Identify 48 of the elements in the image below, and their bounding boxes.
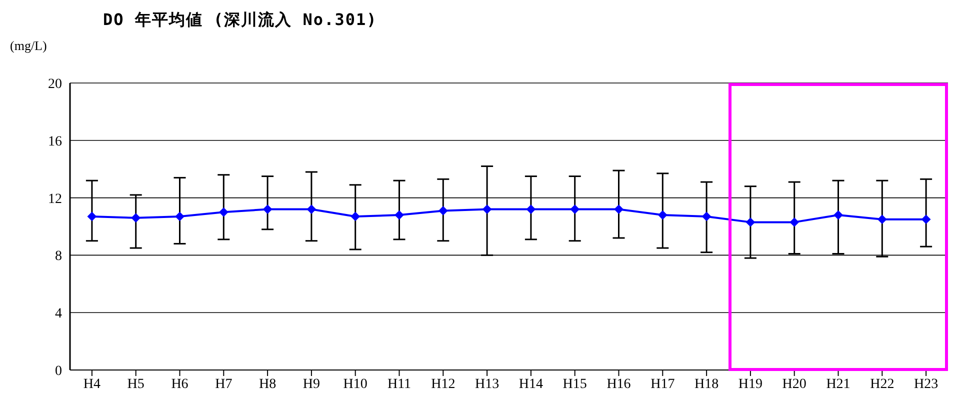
x-tick-label: H14 [518,376,544,392]
point [526,204,536,214]
point [922,214,931,224]
x-tick-label: H6 [171,376,188,392]
x-tick-label: H8 [258,376,276,392]
y-tick-label: 8 [55,249,62,264]
y-tick-label: 20 [48,76,62,92]
x-tick-label: H16 [606,376,631,392]
x-tick-label: H22 [870,376,894,392]
x-tick-label: H20 [782,376,806,392]
point [175,212,184,221]
point [350,212,360,221]
x-tick-label: H17 [650,376,675,392]
chart-title: DO 年平均値 (深川流入 No.301) [103,10,378,31]
point [482,204,492,214]
point [570,204,580,214]
x-tick-label: H4 [83,376,101,392]
point [394,210,404,220]
x-tick-label: H21 [826,376,850,392]
point [746,218,755,227]
x-tick-label: H7 [215,376,232,392]
y-tick-label: 0 [55,364,62,379]
x-tick-label: H15 [562,376,587,392]
x-tick-label: H10 [343,376,368,392]
point [878,214,887,224]
point [790,218,799,227]
point [263,204,272,214]
point [614,204,624,214]
x-tick-label: H9 [302,376,320,392]
x-tick-label: H12 [431,376,456,392]
y-tick-label: 16 [48,134,62,150]
point [658,210,668,220]
y-tick-label: 12 [48,192,62,207]
x-tick-label: H5 [127,376,144,392]
point [702,212,712,221]
y-axis-title: (mg/L) [10,38,47,54]
x-tick-label: H11 [387,376,412,392]
x-tick-label: H13 [474,376,500,392]
point [306,204,316,214]
x-tick-label: H19 [738,376,763,392]
point [131,213,140,222]
y-tick-label: 4 [55,306,62,322]
x-tick-label: H18 [694,376,719,392]
point [438,206,448,216]
point [219,208,228,217]
point [87,212,96,221]
point [834,210,843,220]
x-tick-label: H23 [914,376,938,392]
